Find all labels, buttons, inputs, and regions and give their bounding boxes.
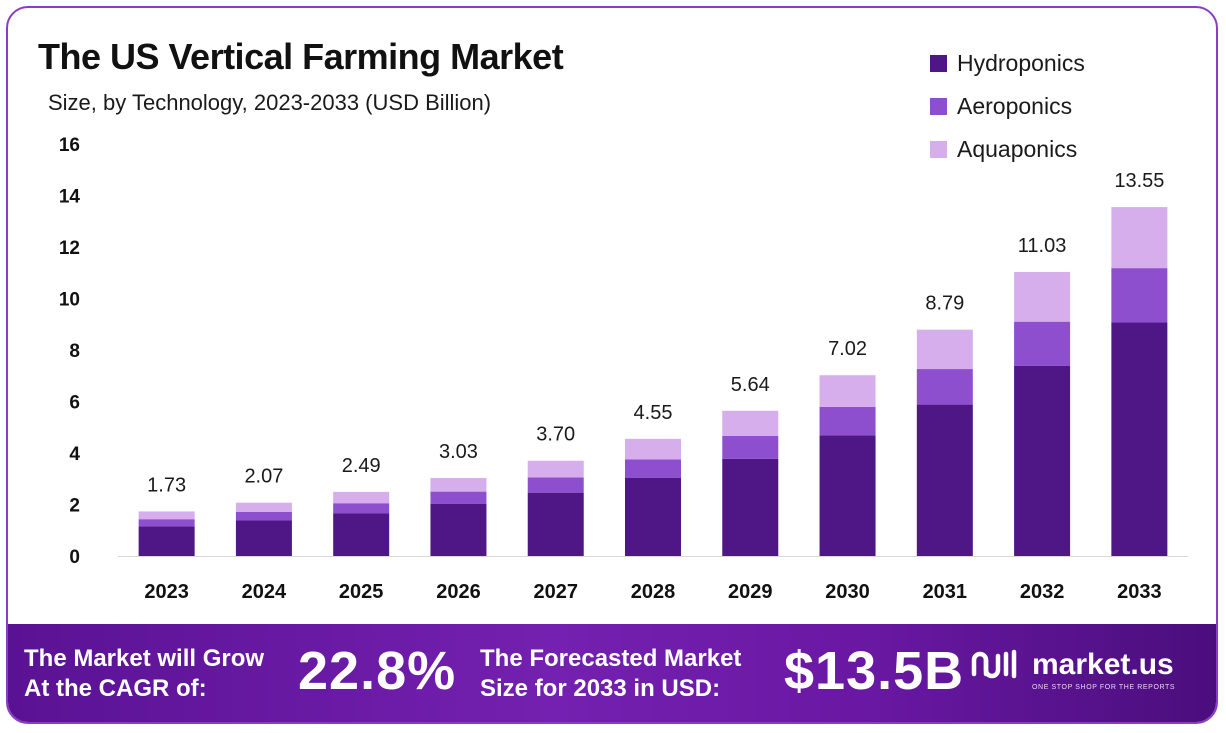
bar-segment-aeroponics-2023 (138, 519, 195, 527)
bar-segment-aeroponics-2032 (1014, 321, 1071, 366)
bar-segment-hydroponics-2026 (430, 503, 487, 556)
bar-segment-aeroponics-2030 (819, 406, 876, 436)
bar-segment-aquaponics-2027 (527, 460, 584, 478)
bar-segment-aeroponics-2027 (527, 477, 584, 493)
y-tick-label: 16 (59, 135, 80, 156)
legend-item-aquaponics: Aquaponics (930, 128, 1085, 171)
y-tick-label: 8 (69, 341, 80, 362)
legend-label-hydroponics: Hydroponics (957, 50, 1085, 76)
bar-segment-aquaponics-2023 (138, 511, 195, 520)
bar-total-label: 3.70 (536, 424, 575, 446)
x-tick-label: 2030 (825, 581, 870, 603)
stacked-bar-chart: 0 2 4 6 8 10 12 14 16 1.73 2023 2.07 2024 2.49 2025 3.0… (59, 135, 1188, 603)
market-us-logo-icon (971, 649, 1017, 679)
legend-item-hydroponics: Hydroponics (930, 42, 1085, 85)
bar-segment-aquaponics-2026 (430, 477, 487, 492)
bar-segment-aquaponics-2033 (1111, 207, 1168, 269)
bar-segment-aquaponics-2028 (625, 438, 681, 460)
x-tick-label: 2023 (144, 581, 189, 603)
x-tick-label: 2033 (1117, 581, 1162, 603)
legend-swatch-hydroponics (930, 55, 947, 72)
bar-segment-aquaponics-2030 (819, 375, 876, 407)
bar-segment-hydroponics-2023 (138, 526, 195, 556)
bar-segment-hydroponics-2028 (625, 477, 681, 556)
bar-segment-hydroponics-2030 (819, 435, 876, 556)
bar-segment-hydroponics-2027 (527, 492, 584, 556)
legend-item-aeroponics: Aeroponics (930, 85, 1085, 128)
cagr-label-line1: The Market will Grow (24, 645, 265, 672)
bar-total-label: 3.03 (439, 441, 478, 463)
x-tick-label: 2031 (923, 581, 968, 603)
x-tick-label: 2027 (533, 581, 578, 603)
bar-segment-aeroponics-2028 (625, 459, 681, 478)
bar-segment-aeroponics-2033 (1111, 268, 1168, 323)
y-tick-label: 0 (69, 547, 80, 568)
x-tick-label: 2025 (339, 581, 384, 603)
legend-label-aeroponics: Aeroponics (957, 93, 1073, 119)
x-tick-label: 2026 (436, 581, 481, 603)
legend-label-aquaponics: Aquaponics (957, 136, 1078, 162)
bar-total-label: 2.49 (342, 455, 381, 477)
bar-total-label: 13.55 (1114, 170, 1164, 192)
chart-legend: Hydroponics Aeroponics Aquaponics (930, 42, 1085, 171)
bar-segment-aquaponics-2031 (916, 329, 973, 370)
chart-subtitle: Size, by Technology, 2023-2033 (USD Bill… (48, 90, 492, 115)
bar-total-label: 1.73 (147, 474, 186, 496)
bar-segment-aeroponics-2031 (916, 369, 973, 405)
bar-total-label: 8.79 (925, 293, 964, 315)
cagr-label: The Market will Grow At the CAGR of: (24, 644, 264, 704)
bar-segment-aeroponics-2024 (235, 511, 292, 521)
chart-frame: The US Vertical Farming Market Size, by … (6, 6, 1218, 724)
bar-segment-aquaponics-2024 (235, 502, 292, 512)
legend-swatch-aeroponics (930, 98, 947, 115)
y-tick-label: 4 (69, 444, 80, 465)
x-tick-label: 2028 (631, 581, 676, 603)
bar-segment-hydroponics-2031 (916, 404, 973, 556)
cagr-label-line2: At the CAGR of: (24, 675, 207, 702)
brand-logo: market.us (970, 648, 1174, 682)
bar-segment-hydroponics-2025 (333, 513, 390, 556)
cagr-value: 22.8% (298, 641, 457, 701)
y-tick-label: 12 (59, 238, 80, 259)
brand-name: market.us (1032, 648, 1174, 681)
bar-total-label: 2.07 (244, 466, 283, 488)
chart-title: The US Vertical Farming Market (38, 36, 564, 77)
forecast-value: $13.5B (784, 641, 965, 701)
bar-total-label: 4.55 (634, 402, 673, 424)
bar-segment-aeroponics-2026 (430, 491, 487, 504)
bar-segment-hydroponics-2033 (1111, 322, 1168, 556)
bar-segment-aeroponics-2029 (722, 436, 779, 459)
forecast-label-line1: The Forecasted Market (480, 645, 742, 672)
forecast-label: The Forecasted Market Size for 2033 in U… (480, 644, 741, 704)
bar-segment-aquaponics-2032 (1014, 271, 1071, 322)
bar-total-label: 7.02 (828, 338, 867, 360)
bar-segment-aquaponics-2025 (333, 491, 390, 504)
summary-banner: The Market will Grow At the CAGR of: 22.… (8, 624, 1216, 722)
x-tick-label: 2032 (1020, 581, 1065, 603)
bar-segment-aeroponics-2025 (333, 503, 390, 514)
bar-total-label: 11.03 (1018, 235, 1067, 257)
bar-total-label: 5.64 (731, 374, 770, 396)
legend-swatch-aquaponics (930, 141, 947, 158)
x-tick-label: 2024 (242, 581, 287, 603)
bar-segment-hydroponics-2032 (1014, 365, 1071, 556)
y-tick-label: 2 (69, 496, 80, 517)
bar-segment-aquaponics-2029 (722, 410, 779, 437)
y-tick-label: 10 (59, 290, 80, 311)
bar-segment-hydroponics-2029 (722, 458, 779, 556)
brand-tagline: ONE STOP SHOP FOR THE REPORTS (1032, 684, 1176, 691)
y-tick-label: 14 (59, 187, 81, 208)
forecast-label-line2: Size for 2033 in USD: (480, 675, 721, 702)
x-tick-label: 2029 (728, 581, 773, 603)
y-tick-label: 6 (69, 393, 80, 414)
bar-segment-hydroponics-2024 (235, 520, 292, 556)
